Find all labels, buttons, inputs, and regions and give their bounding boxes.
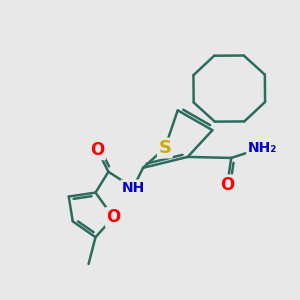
Text: NH₂: NH₂ <box>247 141 277 155</box>
Text: NH: NH <box>122 181 145 195</box>
Text: O: O <box>106 208 121 226</box>
Text: O: O <box>220 176 234 194</box>
Text: S: S <box>158 139 171 157</box>
Text: O: O <box>90 141 105 159</box>
